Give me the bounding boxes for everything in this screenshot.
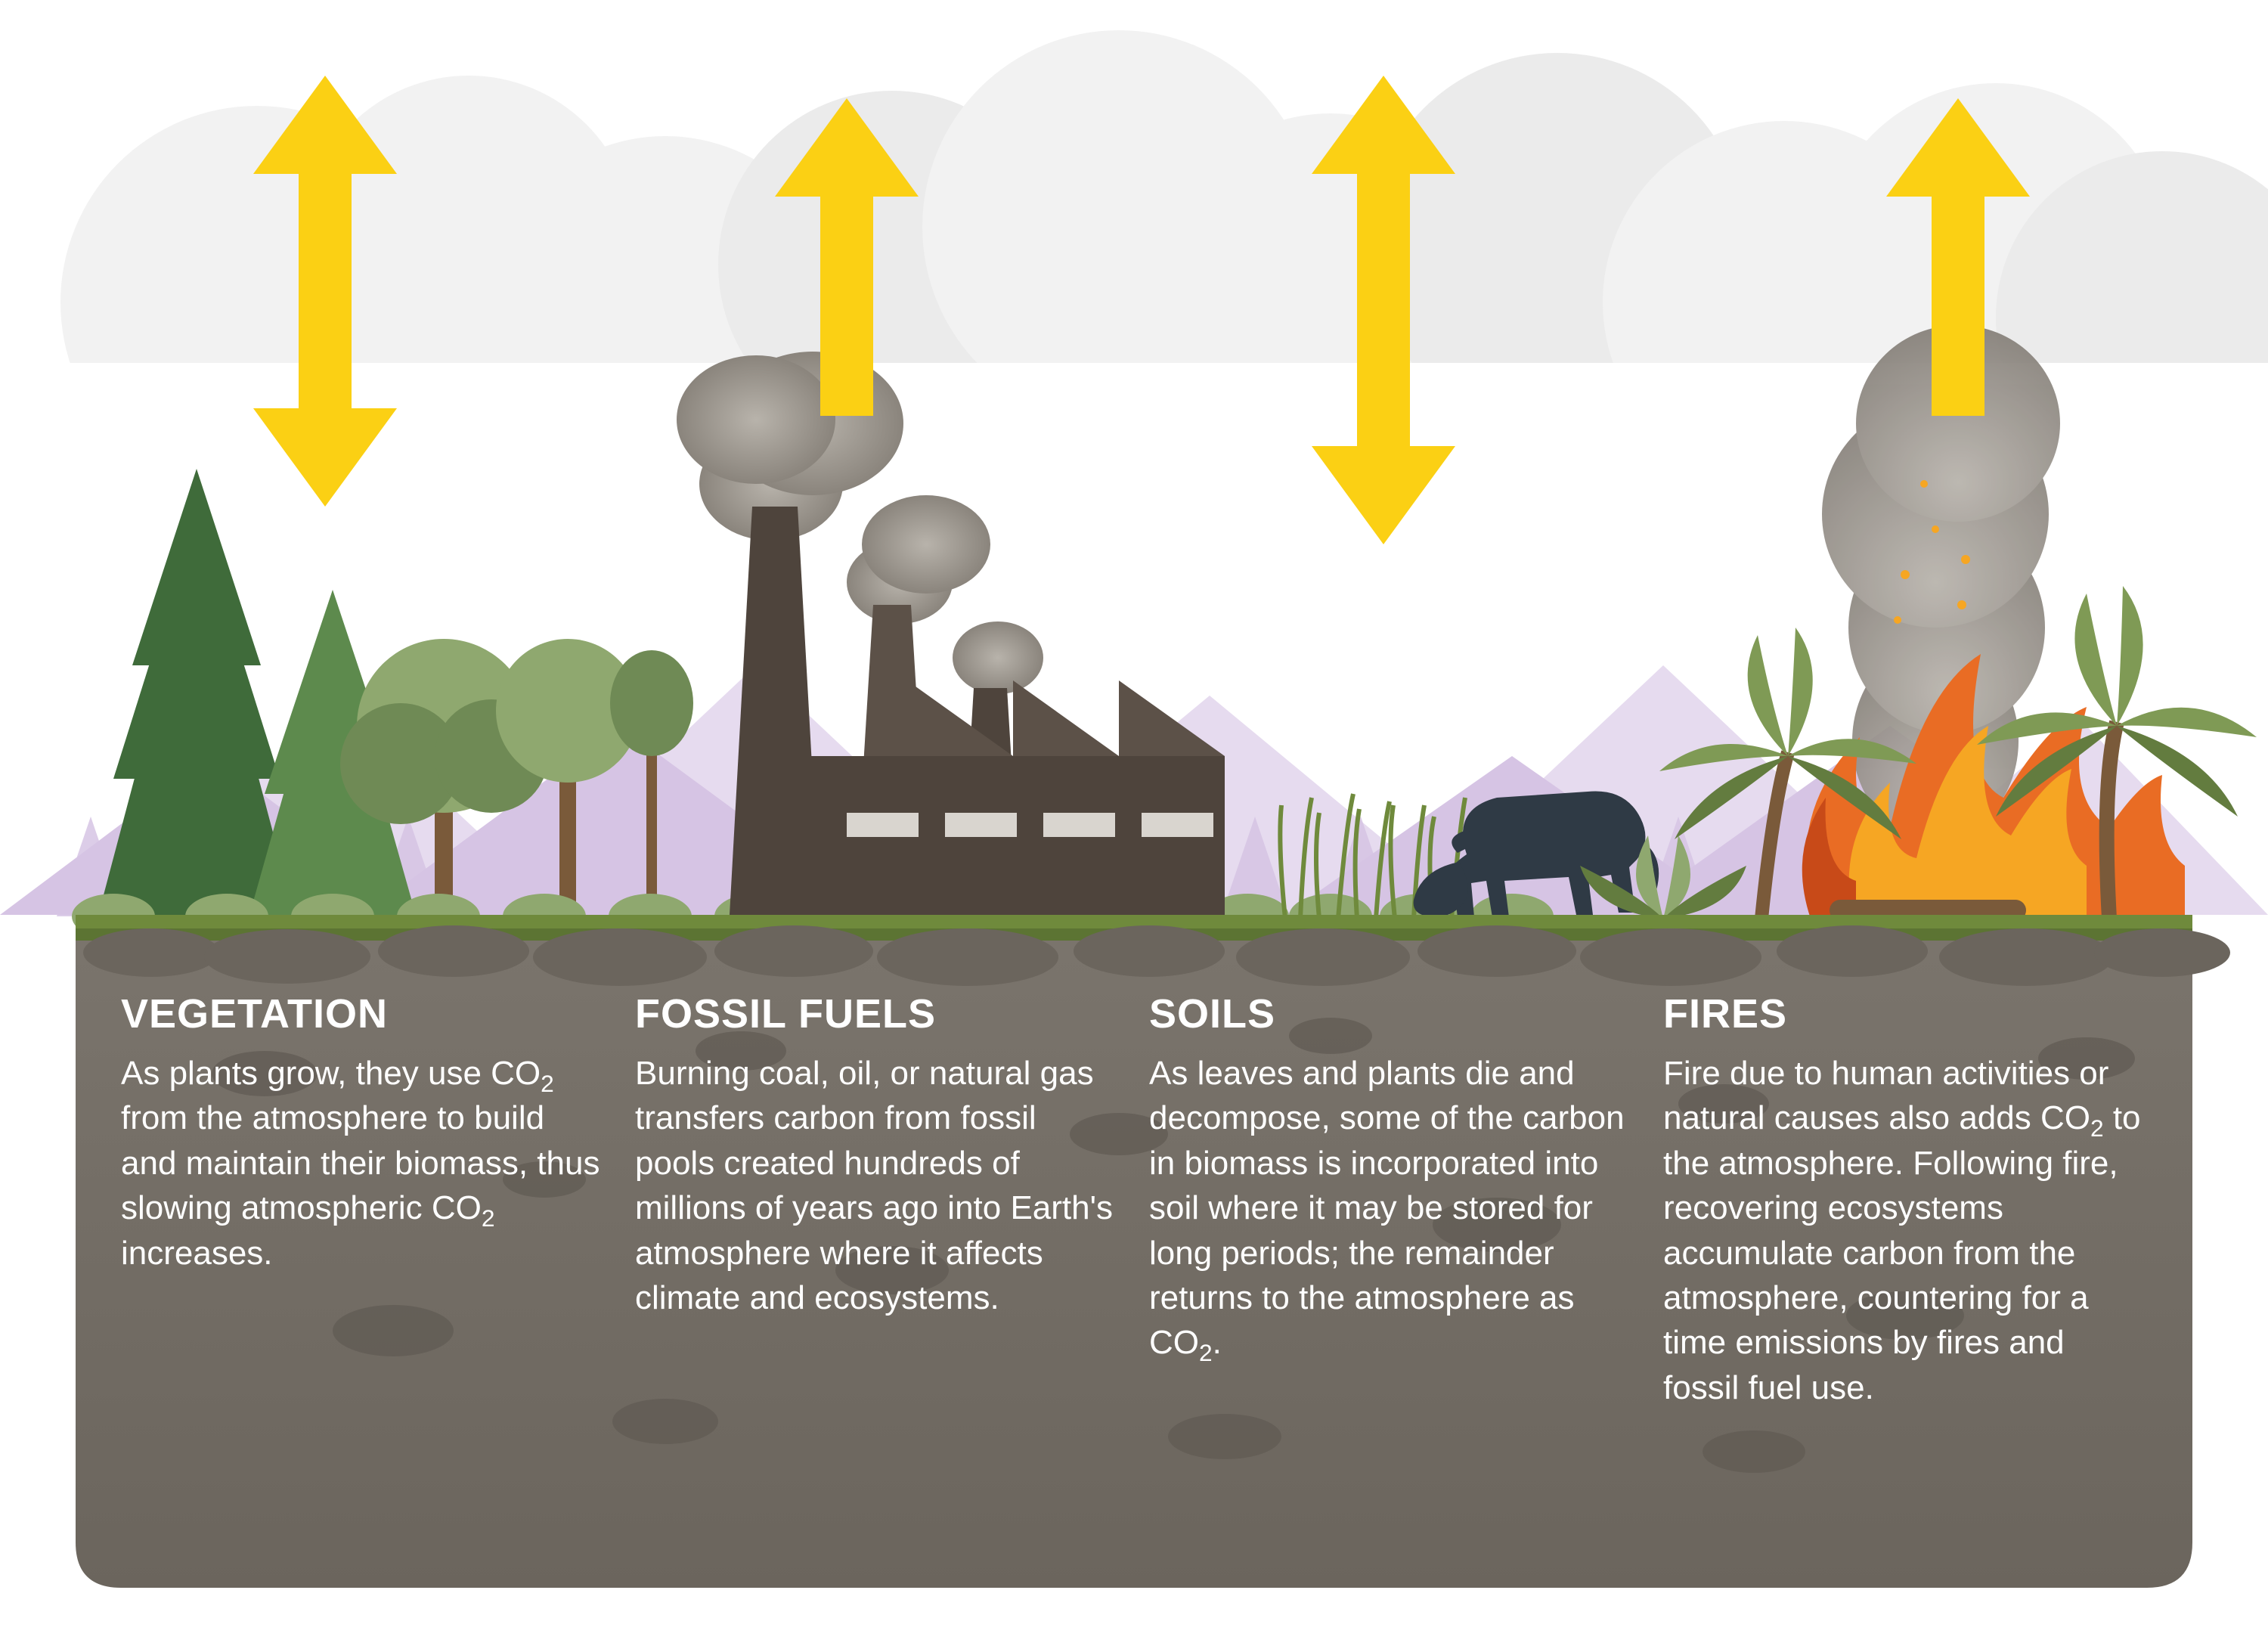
body-vegetation: As plants grow, they use CO2 from the at… [121, 1051, 605, 1275]
heading-fossil: FOSSIL FUELS [635, 990, 1119, 1037]
soil-text-panel: VEGETATION As plants grow, they use CO2 … [76, 930, 2192, 1588]
text-columns: VEGETATION As plants grow, they use CO2 … [76, 930, 2192, 1588]
col-soils: SOILS As leaves and plants die and decom… [1149, 990, 1633, 1558]
heading-fires: FIRES [1663, 990, 2147, 1037]
col-vegetation: VEGETATION As plants grow, they use CO2 … [121, 990, 605, 1558]
body-fires: Fire due to human activities or natural … [1663, 1051, 2147, 1410]
col-fossil: FOSSIL FUELS Burning coal, oil, or natur… [635, 990, 1119, 1558]
heading-vegetation: VEGETATION [121, 990, 605, 1037]
smoke-stack-3 [953, 621, 1043, 694]
infographic-stage: VEGETATION As plants grow, they use CO2 … [0, 0, 2268, 1649]
body-soils: As leaves and plants die and decompose, … [1149, 1051, 1633, 1365]
body-fossil: Burning coal, oil, or natural gas transf… [635, 1051, 1119, 1320]
heading-soils: SOILS [1149, 990, 1633, 1037]
col-fires: FIRES Fire due to human activities or na… [1663, 990, 2147, 1558]
